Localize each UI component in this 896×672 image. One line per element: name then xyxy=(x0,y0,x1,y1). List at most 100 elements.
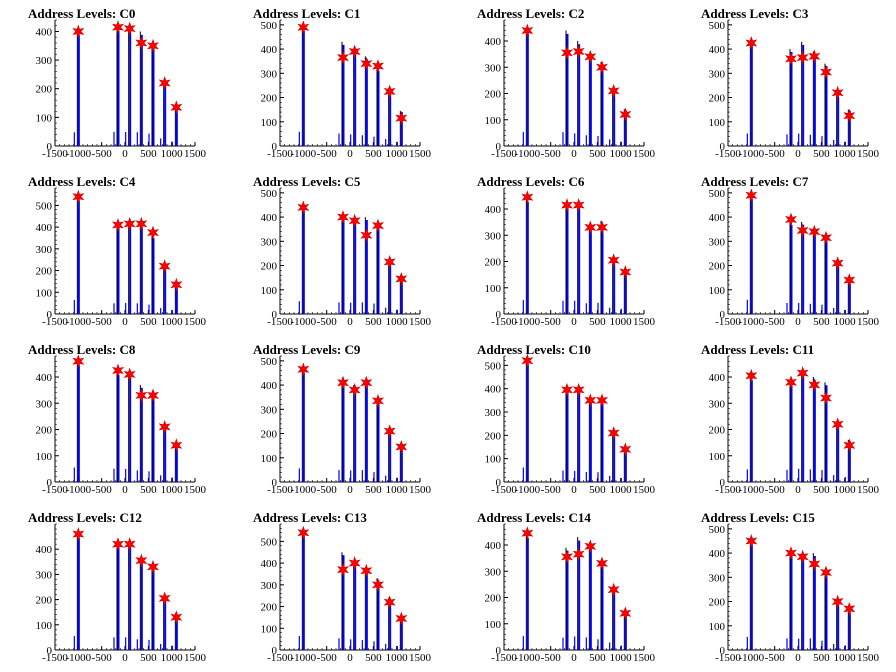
peak-bar xyxy=(354,222,357,314)
peak-bar xyxy=(400,278,403,314)
peak-marker xyxy=(785,212,797,227)
peak-bar xyxy=(302,210,305,314)
y-tick-label: 200 xyxy=(36,266,53,278)
x-tick-label: -1000 xyxy=(65,484,91,496)
peak-bar xyxy=(589,59,592,146)
peak-bar xyxy=(77,537,80,650)
chart-title: Address Levels: C3 xyxy=(701,6,809,21)
peak-bar xyxy=(175,445,178,482)
y-tick-label: 300 xyxy=(485,566,502,578)
peak-marker xyxy=(831,85,844,100)
peak-marker xyxy=(297,20,310,35)
y-tick-label: 100 xyxy=(261,453,278,465)
x-tick-label: 0 xyxy=(795,652,801,664)
peak-bar xyxy=(400,617,403,650)
peak-marker xyxy=(372,218,384,233)
peak-bar xyxy=(837,600,840,650)
histogram-panel-4: Address Levels: C40100200300400500-1500-… xyxy=(28,174,207,328)
x-tick-label: 0 xyxy=(571,316,577,328)
peak-marker xyxy=(521,23,534,38)
peak-marker xyxy=(395,611,408,626)
y-tick-label: 400 xyxy=(36,544,53,556)
y-tick-label: 0 xyxy=(496,645,502,657)
peak-marker xyxy=(147,225,159,240)
y-tick-label: 0 xyxy=(496,309,502,321)
y-tick-label: 200 xyxy=(485,89,502,101)
peak-marker xyxy=(337,562,349,577)
peak-bar xyxy=(613,92,616,146)
x-tick-label: -500 xyxy=(317,148,338,160)
peak-marker xyxy=(72,527,85,541)
y-tick-label: 400 xyxy=(709,372,726,384)
peak-bar xyxy=(566,207,569,314)
y-tick-label: 300 xyxy=(36,55,53,67)
y-tick-label: 200 xyxy=(709,261,726,273)
peak-bar xyxy=(624,271,627,314)
peak-bar xyxy=(377,580,380,650)
x-tick-label: 1000 xyxy=(834,652,857,664)
x-tick-label: 1000 xyxy=(834,484,857,496)
y-tick-label: 200 xyxy=(36,595,53,607)
peak-marker xyxy=(843,438,856,453)
chart-title: Address Levels: C2 xyxy=(477,6,584,21)
chart-title: Address Levels: C11 xyxy=(701,342,814,357)
peak-marker xyxy=(112,20,124,35)
x-tick-label: 500 xyxy=(813,484,830,496)
y-tick-label: 0 xyxy=(272,309,278,321)
x-tick-label: 1000 xyxy=(610,652,633,664)
x-tick-label: -500 xyxy=(92,652,113,664)
peak-marker xyxy=(572,44,585,59)
y-tick-label: 100 xyxy=(485,454,502,466)
x-tick-label: 1500 xyxy=(409,148,432,160)
peak-marker xyxy=(360,56,373,71)
y-tick-label: 300 xyxy=(485,407,502,419)
peak-marker xyxy=(360,375,373,390)
x-tick-label: -1000 xyxy=(290,652,316,664)
peak-bar xyxy=(601,563,604,650)
peak-marker xyxy=(383,254,396,269)
y-tick-label: 100 xyxy=(485,619,502,631)
y-tick-label: 100 xyxy=(485,115,502,127)
y-tick-label: 500 xyxy=(709,524,726,536)
peak-marker xyxy=(158,259,171,274)
x-tick-label: 1000 xyxy=(386,316,409,328)
x-tick-label: 0 xyxy=(571,484,577,496)
peak-marker xyxy=(808,49,821,64)
x-tick-label: 500 xyxy=(140,316,157,328)
x-tick-label: 0 xyxy=(347,484,353,496)
x-tick-label: 500 xyxy=(365,652,382,664)
peak-bar xyxy=(825,66,828,146)
peak-bar xyxy=(152,395,155,482)
x-tick-label: 1500 xyxy=(857,484,880,496)
peak-marker xyxy=(745,534,758,548)
x-tick-label: -500 xyxy=(541,148,562,160)
peak-marker xyxy=(584,220,597,235)
peak-marker xyxy=(348,44,361,59)
peak-marker xyxy=(619,442,632,457)
x-tick-label: -1000 xyxy=(65,652,91,664)
peak-marker xyxy=(607,426,620,440)
peak-marker xyxy=(123,21,136,36)
peak-bar xyxy=(77,364,80,482)
peak-marker xyxy=(745,368,758,383)
y-tick-label: 300 xyxy=(261,68,278,80)
peak-bar xyxy=(342,44,345,147)
peak-bar xyxy=(825,385,828,482)
chart-title: Address Levels: C7 xyxy=(701,174,809,189)
peak-bar xyxy=(354,387,357,482)
peak-marker xyxy=(584,49,597,64)
chart-title: Address Levels: C10 xyxy=(477,342,591,357)
x-tick-label: 500 xyxy=(140,484,157,496)
peak-bar xyxy=(613,588,616,650)
peak-marker xyxy=(297,525,310,540)
peak-bar xyxy=(601,64,604,146)
x-tick-label: -1500 xyxy=(267,484,293,496)
peak-bar xyxy=(837,96,840,146)
peak-marker xyxy=(831,256,844,271)
y-tick-label: 400 xyxy=(36,372,53,384)
x-tick-label: -1000 xyxy=(290,316,316,328)
peak-bar xyxy=(825,238,828,314)
y-tick-label: 0 xyxy=(272,477,278,489)
x-tick-label: -1500 xyxy=(491,316,517,328)
